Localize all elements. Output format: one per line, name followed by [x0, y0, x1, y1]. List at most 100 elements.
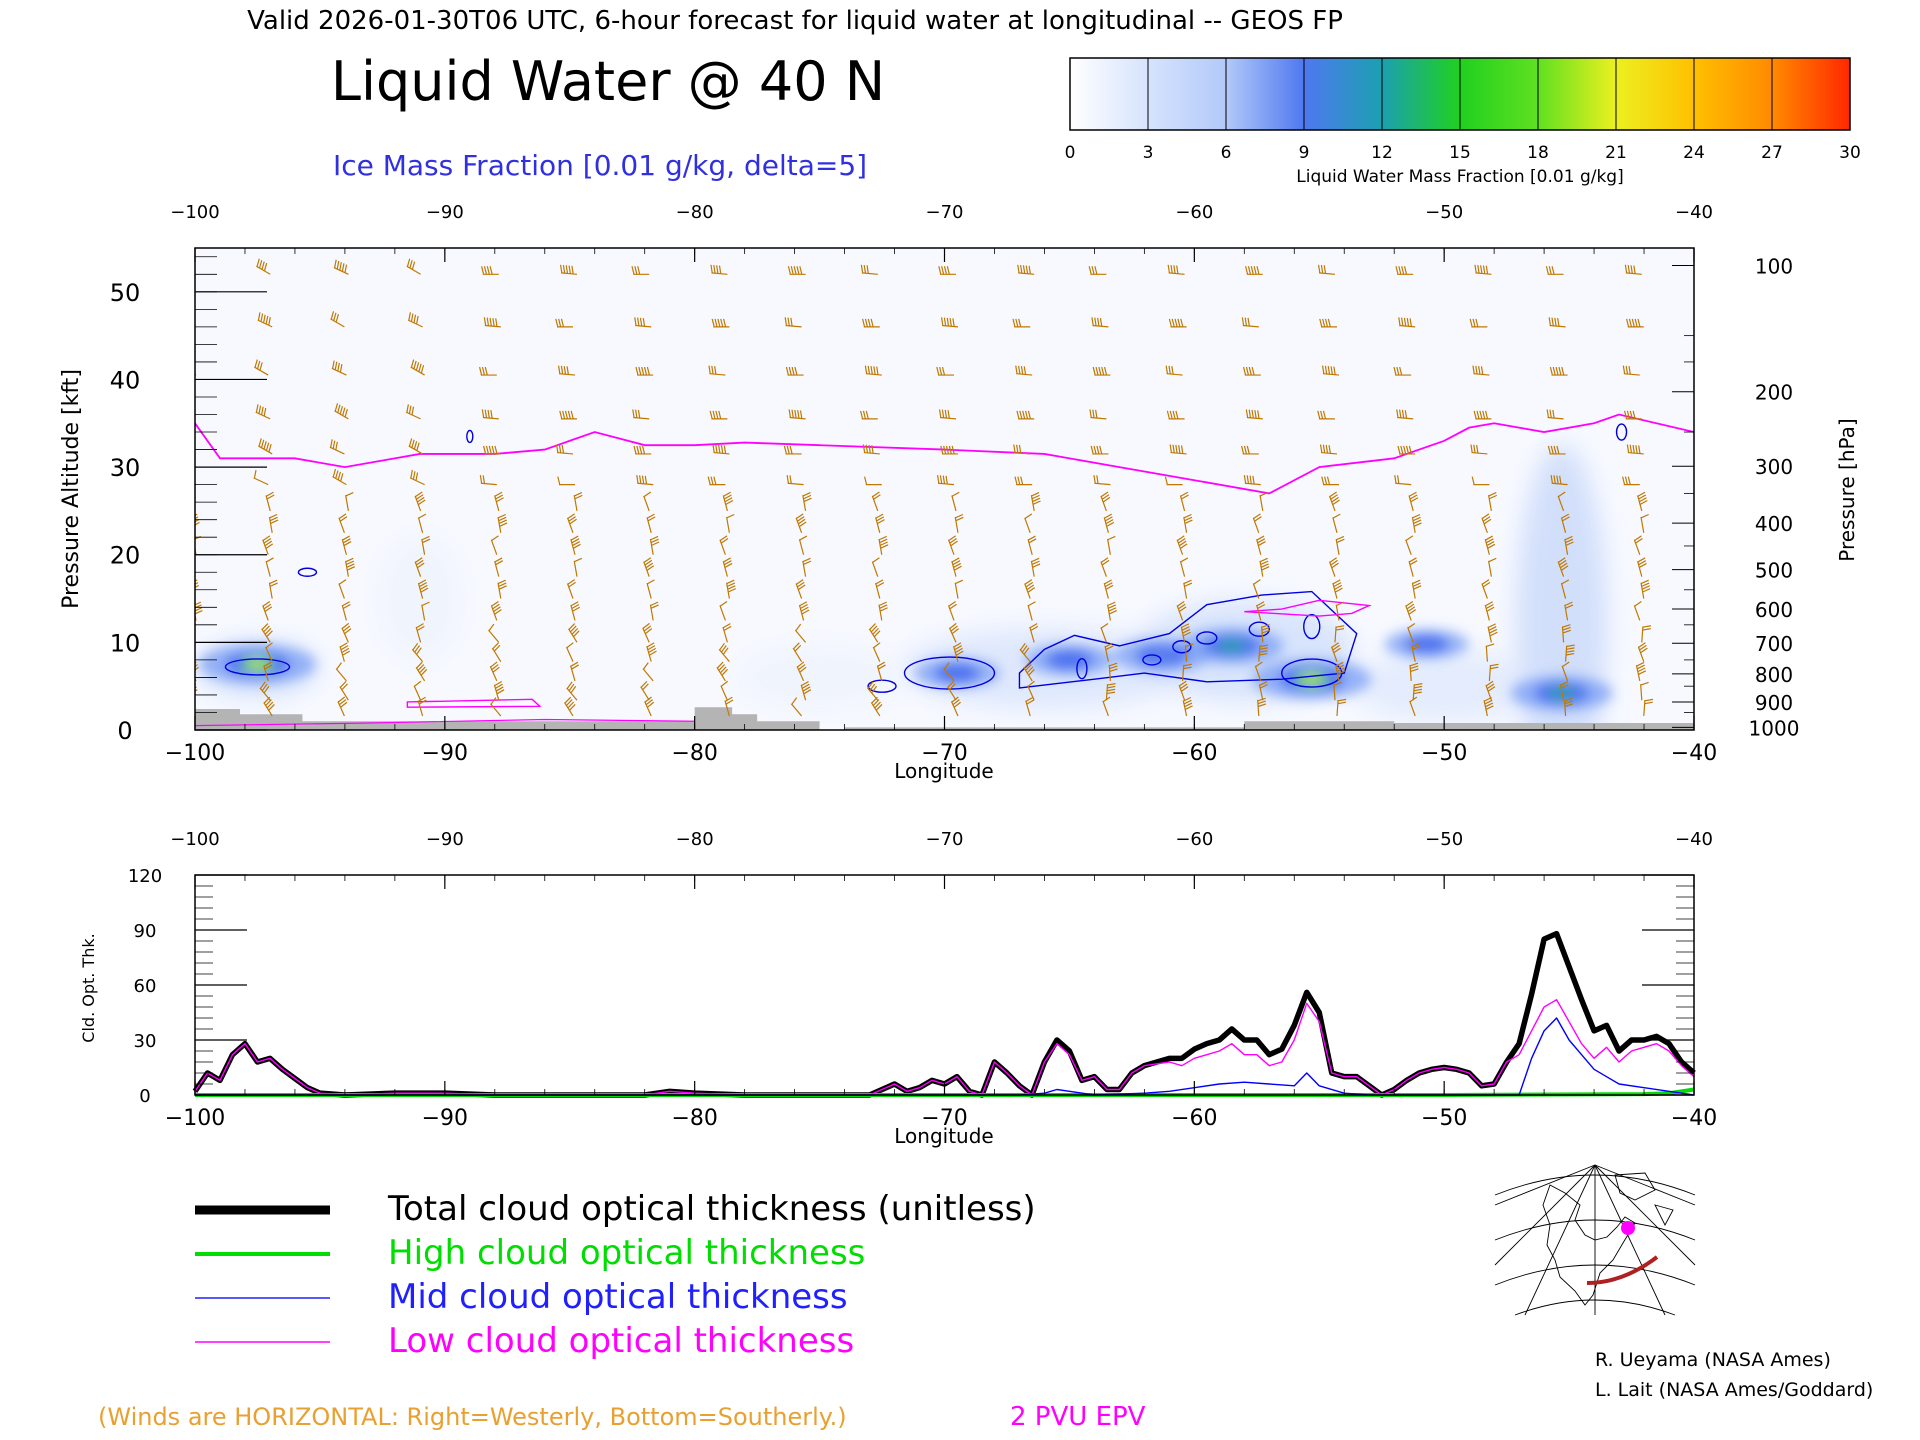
wind-barb — [1089, 409, 1107, 420]
wind-barb — [1409, 662, 1419, 681]
wind-barb — [345, 492, 354, 512]
wind-barb — [573, 557, 583, 577]
wind-barb — [1564, 601, 1574, 621]
wind-barb — [409, 469, 425, 486]
locator-section-arc — [1586, 1255, 1659, 1285]
wind-barb — [257, 312, 273, 328]
wind-barb — [860, 264, 878, 275]
wind-barb — [1396, 409, 1414, 420]
top-y-tick-label: 20 — [110, 542, 141, 570]
pressure-tick-label: 200 — [1755, 381, 1793, 405]
top-y-tick-label: 30 — [110, 454, 141, 482]
wind-barb — [184, 698, 194, 716]
wind-barb — [1547, 445, 1566, 455]
legend: Total cloud optical thickness (unitless)… — [195, 1189, 1036, 1361]
wind-barb — [262, 601, 273, 621]
wind-barb — [795, 579, 806, 599]
wind-barb — [345, 557, 356, 577]
wind-barb — [195, 483, 197, 486]
top-x-tick-label: −50 — [1421, 741, 1467, 766]
wind-barb — [489, 661, 500, 682]
top-y2label: Pressure [hPa] — [1835, 418, 1859, 561]
wind-barb — [1181, 663, 1192, 681]
wind-barb — [338, 513, 348, 534]
wind-barb — [1258, 644, 1269, 662]
pvu-label: 2 PVU EPV — [1010, 1402, 1146, 1432]
wind-barb — [1245, 266, 1263, 275]
wind-barb — [1319, 444, 1338, 455]
wind-barb — [1405, 601, 1417, 621]
wind-barb — [490, 697, 502, 717]
bottom-y-tick-label: 0 — [139, 1086, 150, 1107]
wind-barb — [497, 579, 507, 599]
bottom-y-tick-label: 90 — [134, 921, 157, 942]
wind-barb — [338, 579, 347, 599]
wind-barb — [643, 557, 655, 577]
wind-barb — [335, 662, 347, 682]
wind-barb — [1550, 475, 1568, 486]
top-x-tick-label: −90 — [422, 741, 468, 766]
top-x-tick-label: −40 — [1671, 741, 1717, 766]
legend-label-low: Low cloud optical thickness — [388, 1321, 854, 1361]
wind-barb — [871, 557, 880, 577]
colorbar-tick-label: 27 — [1761, 143, 1783, 163]
bottom-x-tick-label: −70 — [921, 1106, 967, 1131]
wind-barb — [1107, 535, 1116, 555]
wind-barb — [709, 410, 728, 420]
wind-barb — [339, 642, 351, 662]
wind-barb — [1487, 623, 1498, 643]
wind-barb — [1637, 642, 1648, 662]
pressure-tick-label: 300 — [1755, 455, 1793, 479]
wind-barb — [872, 642, 881, 662]
wind-barb — [716, 661, 729, 682]
wind-barb — [636, 475, 654, 486]
bottom-x-tick-label: −90 — [422, 1106, 468, 1131]
wind-barb — [1412, 683, 1423, 701]
wind-barb — [1017, 264, 1035, 275]
wind-barb — [566, 513, 577, 534]
wind-barb — [1563, 697, 1573, 717]
colorbar-tick-label: 24 — [1683, 143, 1705, 163]
colorbar-tick-label: 15 — [1449, 143, 1471, 163]
wind-barb — [1029, 623, 1039, 643]
wind-barb — [646, 513, 656, 533]
wind-barb — [1184, 643, 1194, 662]
wind-barb — [186, 643, 194, 662]
wind-barb — [722, 557, 733, 577]
wind-barb — [708, 365, 726, 376]
wind-barb — [862, 318, 880, 328]
wind-barb — [1256, 601, 1266, 621]
wind-barb — [790, 697, 803, 717]
wind-barb — [1013, 444, 1031, 455]
wind-barb — [950, 696, 961, 717]
wind-barb — [1474, 264, 1492, 275]
wind-barb — [557, 365, 576, 376]
colorbar-tick-label: 9 — [1299, 143, 1310, 163]
wind-barb — [1394, 475, 1412, 486]
wind-barb — [1090, 445, 1109, 455]
wind-barb — [256, 258, 271, 275]
wind-barb — [954, 579, 964, 599]
wind-barb — [339, 680, 349, 701]
wind-barb — [1180, 623, 1191, 643]
wind-barb — [631, 266, 650, 275]
wind-barb — [1411, 579, 1422, 599]
wind-barb — [481, 266, 499, 275]
wind-barb — [864, 476, 882, 486]
wind-barb — [1549, 366, 1568, 376]
locator-point — [1621, 1221, 1635, 1235]
wind-barb — [178, 403, 192, 419]
wind-barb — [1328, 491, 1340, 512]
wind-barb — [180, 311, 194, 327]
wind-barb — [1030, 557, 1041, 577]
wind-barb — [417, 513, 427, 533]
wind-barb — [1103, 579, 1114, 599]
wind-barb — [1332, 513, 1341, 533]
wind-barb — [1633, 601, 1642, 621]
pressure-tick-label: 1000 — [1749, 716, 1800, 740]
wind-barb — [1012, 318, 1031, 328]
wind-barb — [1092, 366, 1111, 376]
wind-barb — [649, 535, 660, 555]
wind-barb — [1641, 625, 1652, 643]
wind-barb — [1261, 624, 1271, 643]
